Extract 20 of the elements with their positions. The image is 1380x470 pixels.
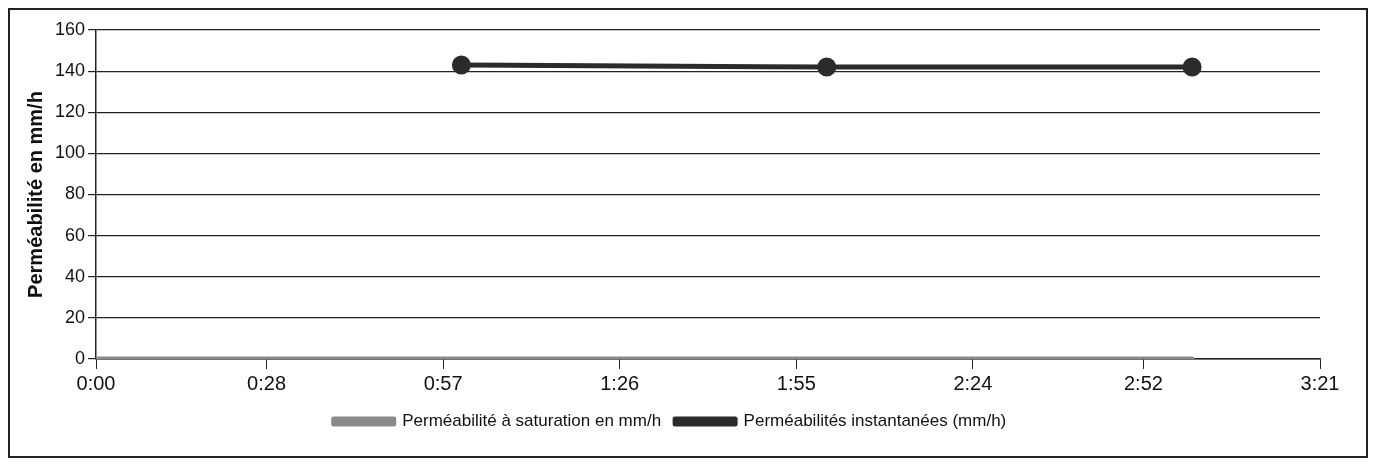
y-tick-label: 20 (65, 306, 86, 327)
y-tick-label: 80 (65, 183, 86, 204)
x-tick-label: 0:57 (423, 371, 463, 394)
y-tick-label: 120 (54, 101, 86, 122)
x-tick-label: 3:21 (1300, 371, 1340, 394)
x-tick-label: 1:26 (600, 371, 640, 394)
legend-label: Perméabilité à saturation en mm/h (402, 411, 662, 431)
legend-label: Perméabilités instantanées (mm/h) (743, 411, 1007, 431)
y-tick-label: 60 (65, 224, 86, 245)
y-tick-label: 0 (75, 347, 86, 368)
x-tick-label: 2:52 (1123, 371, 1163, 394)
x-tick-label: 0:28 (247, 371, 287, 394)
y-tick-label: 140 (54, 60, 86, 81)
x-tick-label: 2:24 (953, 371, 993, 394)
y-tick-label: 100 (54, 142, 86, 163)
y-tick-label: 160 (54, 18, 86, 39)
x-tick-label: 0:00 (76, 371, 116, 394)
x-tick-label: 1:55 (776, 371, 816, 394)
y-axis-title: Perméabilité en mm/h (23, 91, 46, 298)
y-tick-label: 40 (65, 265, 86, 286)
